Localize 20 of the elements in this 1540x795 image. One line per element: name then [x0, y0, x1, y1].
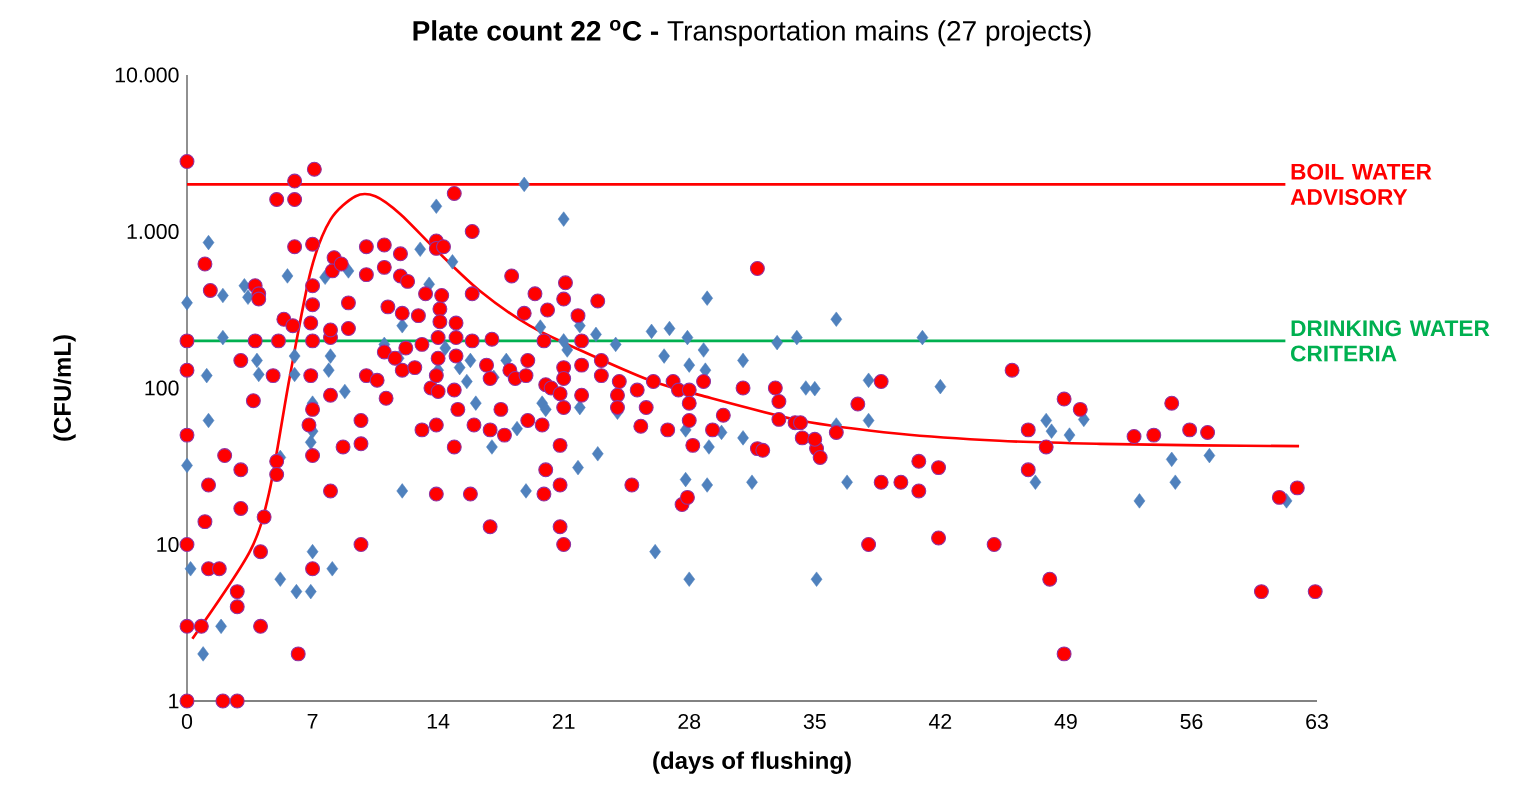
x-tick-label: 7: [307, 713, 318, 729]
x-tick-label: 0: [181, 713, 193, 729]
y-tick-label: 1: [169, 693, 179, 709]
x-tick-label: 28: [678, 713, 701, 729]
y-tick-label: 100: [145, 380, 179, 396]
x-tick-label: 56: [1180, 713, 1203, 729]
x-axis-title: (days of flushing): [653, 751, 851, 774]
x-tick-label: 42: [928, 713, 952, 729]
x-tick-label: 49: [1054, 713, 1077, 729]
y-tick-label: 10: [157, 536, 179, 553]
x-tick-label: 14: [427, 713, 450, 729]
y-tick-label: 10.000: [115, 67, 179, 83]
chart-title: Plate count 22 $^{o}$C - Transportation mains (27 projects): [413, 19, 1091, 47]
y-axis-title: (CFU/mL): [53, 335, 76, 441]
x-tick-label: 63: [1306, 713, 1328, 729]
ref-line-label: DRINKING WATER CRITERIA: [1291, 320, 1490, 362]
x-tick-label: 35: [803, 713, 826, 729]
x-tick-label: 21: [552, 713, 575, 729]
y-tick-label: 1.000: [127, 223, 179, 240]
ref-line-label: BOIL WATER ADVISORY: [1290, 163, 1432, 206]
